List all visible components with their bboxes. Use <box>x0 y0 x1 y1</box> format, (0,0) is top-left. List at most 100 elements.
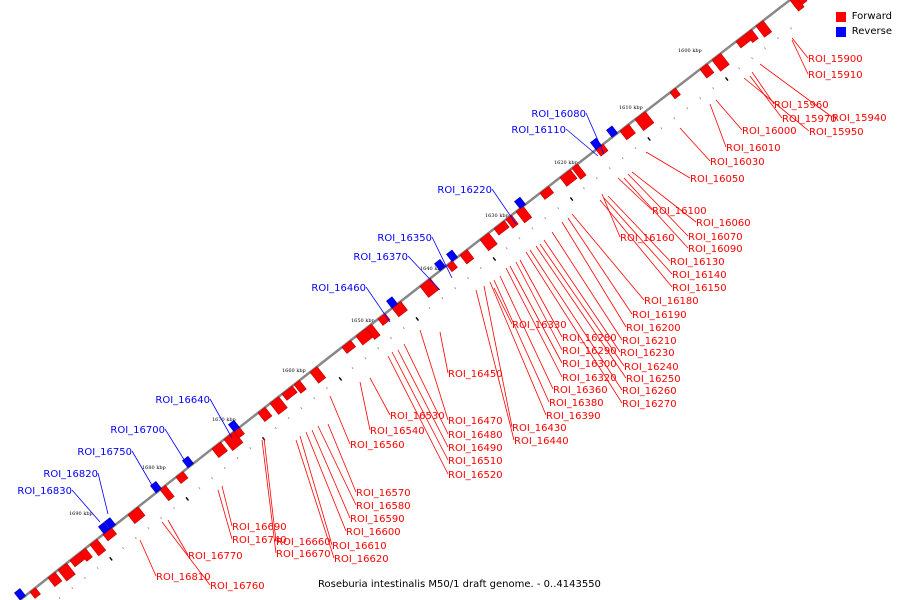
gene-label[interactable]: ROI_16100 <box>652 206 707 217</box>
gene-label[interactable]: ROI_16770 <box>188 551 243 562</box>
gene-label[interactable]: ROI_16690 <box>232 522 287 533</box>
gene-label[interactable]: ROI_16290 <box>562 346 617 357</box>
gene-label[interactable]: ROI_16560 <box>350 440 405 451</box>
gene-label[interactable]: ROI_16160 <box>620 233 675 244</box>
gene-label[interactable]: ROI_16490 <box>448 443 503 454</box>
leader-line <box>759 63 833 118</box>
gene-label[interactable]: ROI_16050 <box>690 174 745 185</box>
leader-line <box>139 539 157 577</box>
gene-label[interactable]: ROI_16110 <box>511 125 566 136</box>
tick-label: 1640 kbp <box>420 266 444 272</box>
gene-label[interactable]: ROI_16390 <box>546 411 601 422</box>
gene-label[interactable]: ROI_15910 <box>808 70 863 81</box>
gene-label[interactable]: ROI_16150 <box>672 283 727 294</box>
leader-line <box>491 188 517 225</box>
gene-label[interactable]: ROI_16610 <box>332 541 387 552</box>
gene-label[interactable]: ROI_16740 <box>232 535 287 546</box>
scale-tick <box>223 467 226 470</box>
gene-label[interactable]: ROI_16220 <box>437 185 492 196</box>
gene-label[interactable]: ROI_16510 <box>448 456 503 467</box>
forward-gene <box>365 323 381 340</box>
gene-label[interactable]: ROI_16600 <box>346 527 401 538</box>
gene-label[interactable]: ROI_16330 <box>512 320 567 331</box>
gene-label[interactable]: ROI_16760 <box>210 581 265 592</box>
gene-label[interactable]: ROI_16200 <box>626 323 681 334</box>
gene-label[interactable]: ROI_16230 <box>620 348 675 359</box>
gene-label[interactable]: ROI_15970 <box>782 114 837 125</box>
leader-line <box>365 286 391 323</box>
reverse-gene <box>514 196 526 210</box>
scale-tick <box>402 327 405 330</box>
gene-label[interactable]: ROI_16590 <box>350 514 405 525</box>
forward-gene <box>341 340 357 354</box>
gene-label[interactable]: ROI_16090 <box>688 244 743 255</box>
gene-label[interactable]: ROI_16070 <box>688 232 743 243</box>
leader-line <box>295 439 335 559</box>
gene-label[interactable]: ROI_16530 <box>390 411 445 422</box>
gene-label[interactable]: ROI_16320 <box>562 373 617 384</box>
gene-label[interactable]: ROI_16580 <box>356 501 411 512</box>
gene-label[interactable]: ROI_16440 <box>514 436 569 447</box>
forward-gene <box>539 185 555 200</box>
scale-tick <box>147 526 150 530</box>
scale-tick <box>777 37 780 40</box>
gene-label[interactable]: ROI_16080 <box>531 109 586 120</box>
gene-label[interactable]: ROI_16700 <box>110 425 165 436</box>
forward-gene <box>479 232 498 252</box>
gene-label[interactable]: ROI_16260 <box>622 386 677 397</box>
gene-label[interactable]: ROI_16280 <box>562 333 617 344</box>
leader-line <box>369 377 391 416</box>
gene-label[interactable]: ROI_16360 <box>553 385 608 396</box>
gene-label[interactable]: ROI_16810 <box>156 572 211 583</box>
gene-label[interactable]: ROI_16010 <box>726 143 781 154</box>
leader-line <box>167 519 189 556</box>
gene-label[interactable]: ROI_16210 <box>622 336 677 347</box>
gene-label[interactable]: ROI_16380 <box>549 398 604 409</box>
gene-label[interactable]: ROI_15940 <box>832 113 887 124</box>
forward-gene <box>159 484 175 502</box>
gene-label[interactable]: ROI_16130 <box>670 257 725 268</box>
gene-label[interactable]: ROI_16000 <box>742 126 797 137</box>
gene-label[interactable]: ROI_15900 <box>808 54 863 65</box>
gene-label[interactable]: ROI_16460 <box>311 283 366 294</box>
gene-label[interactable]: ROI_16480 <box>448 430 503 441</box>
reverse-gene <box>150 481 162 494</box>
gene-label[interactable]: ROI_16240 <box>624 362 679 373</box>
gene-label[interactable]: ROI_16450 <box>448 369 503 380</box>
scale-tick <box>582 187 585 190</box>
gene-label[interactable]: ROI_16520 <box>448 470 503 481</box>
gene-label[interactable]: ROI_16370 <box>353 252 408 263</box>
leader-line <box>571 213 645 301</box>
gene-label[interactable]: ROI_16660 <box>276 537 331 548</box>
gene-label[interactable]: ROI_16300 <box>562 359 617 370</box>
leader-line <box>493 279 550 403</box>
leader-line <box>515 261 563 351</box>
scale-tick <box>160 516 163 520</box>
gene-label[interactable]: ROI_16640 <box>155 395 210 406</box>
gene-label[interactable]: ROI_16820 <box>43 469 98 480</box>
leader-line <box>567 217 633 315</box>
forward-gene <box>281 385 298 401</box>
gene-label[interactable]: ROI_15960 <box>774 100 829 111</box>
gene-label[interactable]: ROI_16620 <box>334 554 389 565</box>
gene-label[interactable]: ROI_15950 <box>809 127 864 138</box>
gene-label[interactable]: ROI_16060 <box>696 218 751 229</box>
gene-label[interactable]: ROI_16270 <box>622 399 677 410</box>
leader-line <box>617 177 653 211</box>
gene-label[interactable]: ROI_16140 <box>672 270 727 281</box>
gene-label[interactable]: ROI_16030 <box>710 157 765 168</box>
leader-line <box>327 423 357 493</box>
leader-line <box>529 249 623 391</box>
gene-label[interactable]: ROI_16670 <box>276 549 331 560</box>
gene-label[interactable]: ROI_16190 <box>632 310 687 321</box>
gene-label[interactable]: ROI_16830 <box>17 486 72 497</box>
gene-label[interactable]: ROI_16350 <box>377 233 432 244</box>
gene-label[interactable]: ROI_16180 <box>644 296 699 307</box>
gene-label[interactable]: ROI_16430 <box>512 423 567 434</box>
gene-label[interactable]: ROI_16570 <box>356 488 411 499</box>
gene-label[interactable]: ROI_16470 <box>448 416 503 427</box>
gene-label[interactable]: ROI_16540 <box>370 426 425 437</box>
gene-label[interactable]: ROI_16750 <box>77 447 132 458</box>
legend-forward-label: Forward <box>851 11 892 22</box>
gene-label[interactable]: ROI_16250 <box>626 374 681 385</box>
